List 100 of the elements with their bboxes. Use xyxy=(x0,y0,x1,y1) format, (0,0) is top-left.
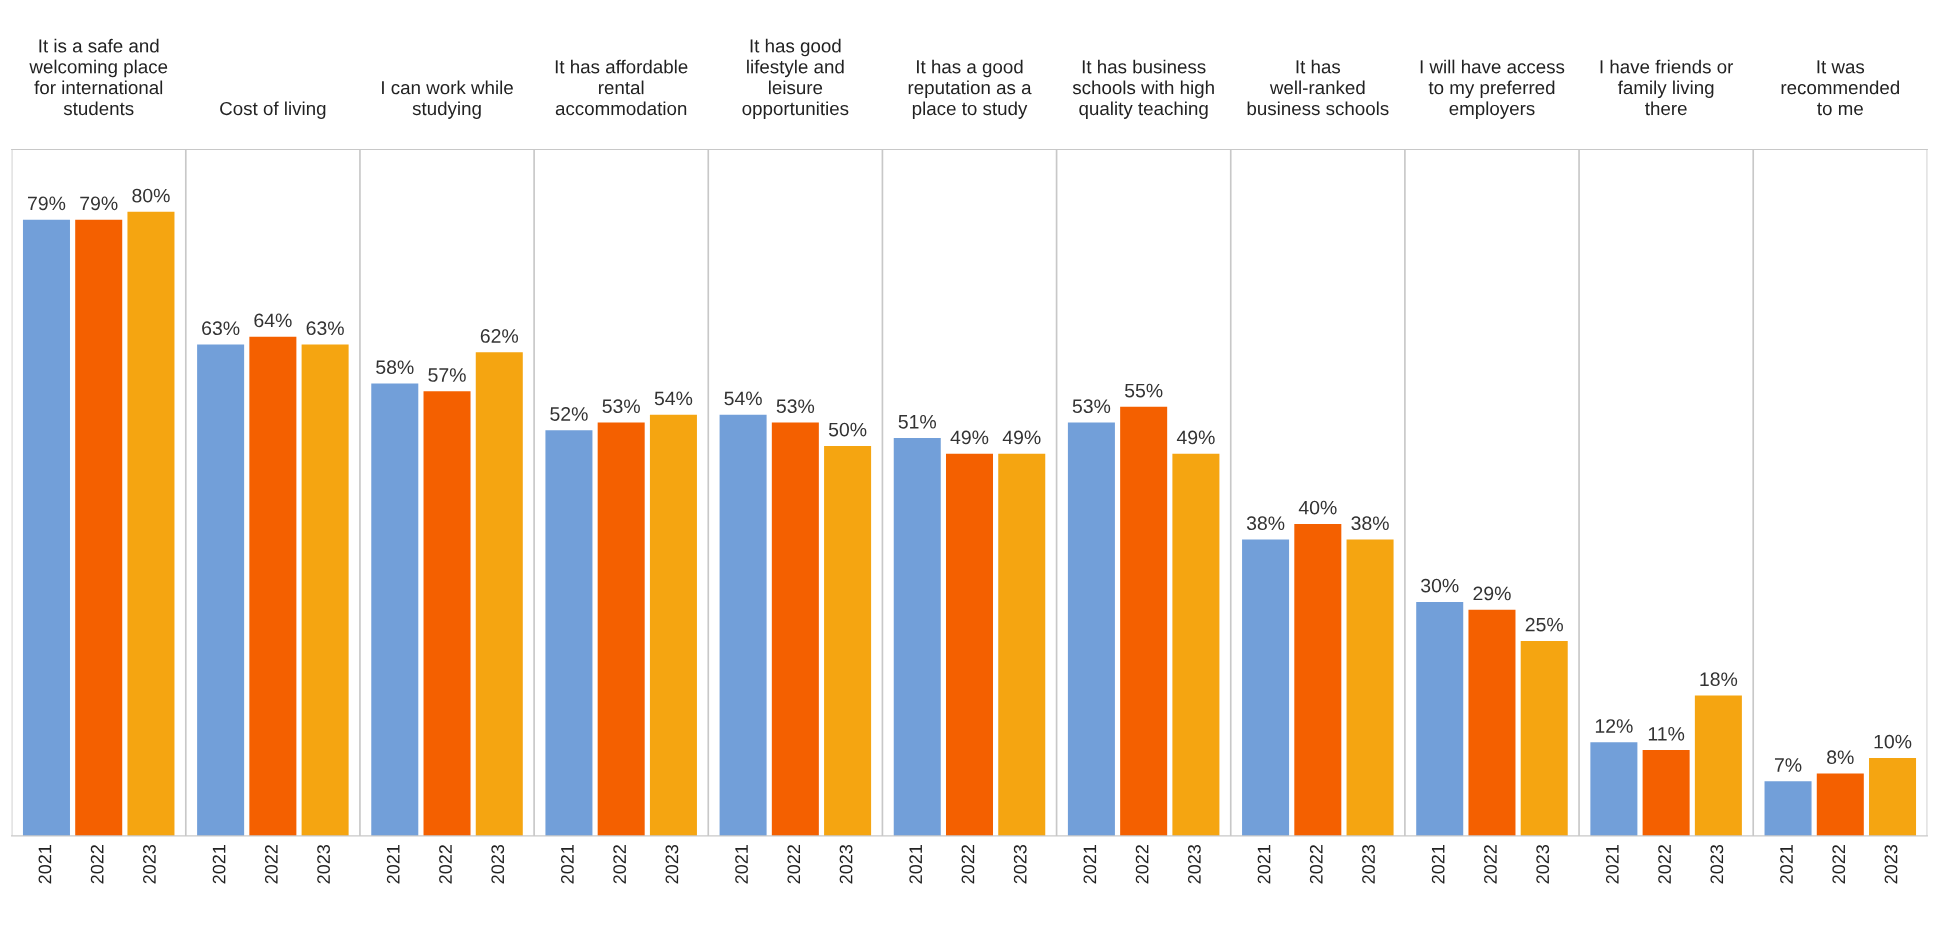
data-label: 8% xyxy=(1827,750,1854,765)
text: 2022 xyxy=(264,845,278,884)
data-label: 53% xyxy=(776,399,815,414)
bar xyxy=(249,336,297,836)
text: 2021 xyxy=(1083,845,1097,884)
text: 2021 xyxy=(1257,845,1271,884)
data-label: 10% xyxy=(1874,734,1912,749)
text: 2021 xyxy=(561,845,574,884)
text: 2021 xyxy=(386,845,400,884)
text: 2022 xyxy=(1658,845,1671,884)
data-label: 53% xyxy=(1072,399,1111,414)
bar xyxy=(1067,422,1115,836)
bar xyxy=(545,430,593,836)
text: 2021 xyxy=(38,845,52,884)
data-label: 64% xyxy=(254,313,292,328)
data-label: 55% xyxy=(1124,383,1163,398)
x-tick-label: It has affordable rental accommodation xyxy=(555,59,688,116)
bar xyxy=(1242,539,1290,836)
bar xyxy=(719,414,767,836)
bar xyxy=(1816,773,1864,836)
data-label: 29% xyxy=(1473,586,1511,601)
x-tick-label: It has business schools with high quality teaching xyxy=(1072,59,1214,119)
data-label: 38% xyxy=(1351,516,1389,531)
text: 2023 xyxy=(1536,844,1550,884)
data-label: 63% xyxy=(306,321,344,336)
bar xyxy=(75,219,123,836)
text: 2021 xyxy=(1605,845,1619,884)
bar xyxy=(22,219,70,836)
data-label: 50% xyxy=(828,422,867,437)
bar xyxy=(301,344,349,836)
bar xyxy=(127,211,175,836)
data-label: 51% xyxy=(898,414,937,429)
x-tick-label: Cost of living xyxy=(220,101,326,119)
bar xyxy=(1468,609,1516,836)
bar xyxy=(1172,453,1220,836)
text: 2022 xyxy=(90,845,104,884)
x-tick-label: It was recommended to me xyxy=(1781,60,1900,116)
text: 2023 xyxy=(1362,844,1375,884)
bar xyxy=(197,344,245,836)
bar xyxy=(597,422,645,836)
bar xyxy=(1120,406,1168,836)
bar xyxy=(1764,781,1812,836)
x-tick-label: I have friends or family living there xyxy=(1600,59,1734,116)
data-label: 40% xyxy=(1298,500,1337,515)
text: 2023 xyxy=(839,844,853,884)
data-label: 58% xyxy=(376,360,414,375)
data-label: 62% xyxy=(480,329,519,343)
text: 2023 xyxy=(1710,844,1724,884)
x-tick-label: It is a safe and welcoming place for international students xyxy=(29,38,168,116)
text: 2021 xyxy=(212,845,226,884)
bar xyxy=(1869,757,1917,836)
data-label: 7% xyxy=(1774,758,1802,772)
bar xyxy=(371,383,419,836)
text: 2023 xyxy=(491,844,505,884)
bar xyxy=(998,453,1046,836)
data-label: 49% xyxy=(1002,430,1041,445)
data-label: 53% xyxy=(602,399,640,414)
bar xyxy=(1520,640,1568,836)
text: 2023 xyxy=(1884,844,1898,884)
bar xyxy=(1694,695,1742,836)
x-tick-label: It has good lifestyle and leisure opportunities xyxy=(742,38,849,119)
bar xyxy=(771,422,819,836)
bar xyxy=(423,391,471,836)
data-label: 80% xyxy=(132,188,170,203)
data-label: 63% xyxy=(202,321,240,336)
text: 2022 xyxy=(613,845,627,884)
bar xyxy=(649,414,697,836)
x-tick-label: It has a good reputation as a place to study xyxy=(908,59,1032,119)
bar xyxy=(475,352,523,836)
data-label: 12% xyxy=(1595,719,1633,733)
data-label: 49% xyxy=(1176,430,1215,445)
text: 2021 xyxy=(909,845,923,884)
data-label: 54% xyxy=(654,391,693,406)
text: 2023 xyxy=(317,844,330,884)
text: 2022 xyxy=(1484,845,1497,884)
data-label: 49% xyxy=(950,430,989,445)
text: 2022 xyxy=(1135,845,1149,884)
text: 2023 xyxy=(665,844,679,884)
bar xyxy=(945,453,994,836)
text: 2022 xyxy=(439,845,452,884)
x-tick-label: I will have access to my preferred employers xyxy=(1420,59,1565,119)
bar xyxy=(1346,539,1394,836)
data-label: 79% xyxy=(28,196,66,211)
data-label: 18% xyxy=(1700,672,1738,687)
bar xyxy=(893,438,941,836)
data-label: 52% xyxy=(550,407,588,421)
data-label: 57% xyxy=(428,368,466,382)
bar xyxy=(1416,601,1464,836)
bar xyxy=(1642,750,1690,836)
text: 2022 xyxy=(1832,845,1846,884)
x-tick-label: I can work while studying xyxy=(382,80,513,119)
text: 2023 xyxy=(1187,844,1201,884)
data-label: 30% xyxy=(1421,578,1459,593)
text: 2023 xyxy=(1013,844,1027,884)
bar xyxy=(1590,742,1638,836)
data-label: 54% xyxy=(724,391,762,406)
data-label: 79% xyxy=(80,196,118,211)
text: 2023 xyxy=(143,844,156,884)
text: 2021 xyxy=(1431,845,1445,884)
text: 2022 xyxy=(961,845,975,884)
